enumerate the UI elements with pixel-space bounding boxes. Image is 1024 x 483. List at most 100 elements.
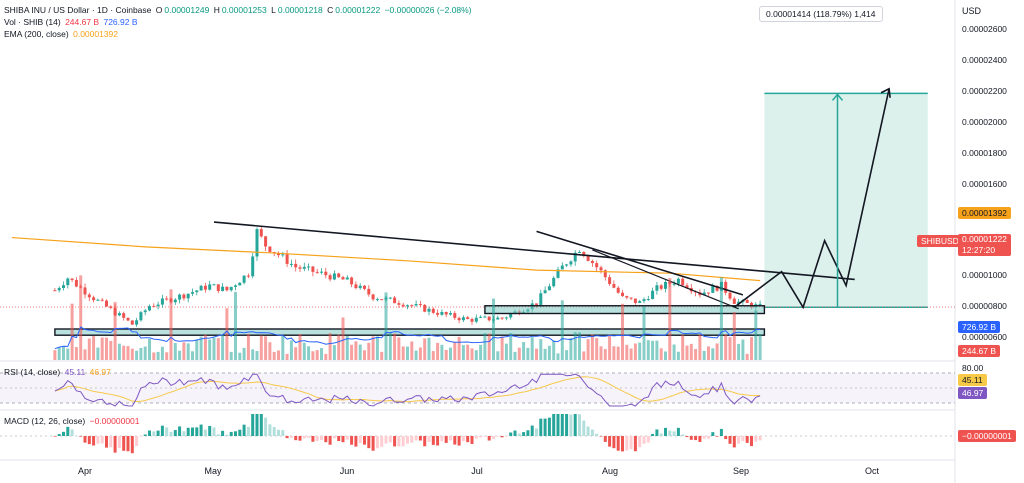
- month-label: Oct: [864, 466, 880, 476]
- macd-histogram-bar: [629, 436, 633, 450]
- macd-histogram-bar: [595, 433, 599, 436]
- rsi-ma-line: [54, 376, 761, 403]
- rsi-tag: 46.97: [958, 387, 988, 399]
- volume-bar: [504, 343, 508, 360]
- support-zone: [484, 305, 766, 315]
- macd-histogram-bar: [363, 436, 366, 445]
- candle-body: [255, 229, 259, 257]
- macd-histogram-bar: [388, 436, 392, 443]
- volume-bar: [728, 337, 732, 360]
- candle-body: [552, 277, 556, 287]
- macd-histogram-bar: [556, 414, 560, 436]
- macd-histogram-bar: [440, 436, 444, 442]
- volume-bar: [135, 350, 139, 360]
- macd-histogram-bar: [281, 430, 285, 436]
- volume-bar: [186, 343, 190, 360]
- macd-histogram-bar: [307, 436, 311, 438]
- macd-histogram-bar: [109, 436, 113, 448]
- volume-bar: [165, 352, 169, 360]
- candle-body: [324, 271, 328, 276]
- candle-body: [242, 275, 246, 283]
- candle-body: [724, 281, 728, 293]
- volume-bar: [745, 353, 749, 360]
- macd-histogram-bar: [384, 436, 388, 444]
- candle-body: [664, 281, 667, 289]
- volume-bar: [363, 350, 366, 360]
- macd-histogram-bar: [285, 436, 289, 439]
- candle-body: [350, 277, 354, 285]
- candle-body: [642, 299, 646, 302]
- macd-histogram-bar: [423, 436, 427, 447]
- countdown: 12:27:20: [962, 245, 996, 255]
- candle-body: [732, 298, 736, 304]
- volume-bar: [702, 350, 706, 360]
- macd-histogram-bar: [504, 436, 508, 437]
- volume-bar: [70, 303, 74, 360]
- volume-bar: [685, 345, 689, 360]
- candle-body: [556, 269, 560, 278]
- month-label: May: [204, 466, 222, 476]
- candle-body: [427, 308, 431, 312]
- candle-body: [285, 254, 289, 264]
- candle-body: [633, 298, 637, 303]
- volume-bar: [375, 336, 379, 360]
- open-label: O: [155, 5, 163, 15]
- volume-bar: [444, 349, 448, 360]
- macd-tag: −0.00000001: [958, 430, 1016, 442]
- volume-bar: [621, 303, 624, 360]
- volume-bar: [642, 306, 646, 360]
- volume-bar: [487, 333, 491, 360]
- candle-body: [500, 317, 504, 319]
- volume-bar: [66, 348, 70, 360]
- candle-body: [453, 313, 457, 318]
- volume-bar: [513, 351, 517, 360]
- macd-histogram-bar: [758, 436, 762, 441]
- macd-histogram-bar: [715, 436, 719, 437]
- candle-body: [70, 278, 74, 281]
- volume-ma-tag: 726.92 B: [958, 321, 1001, 333]
- macd-histogram-bar: [582, 420, 586, 436]
- candle-body: [135, 320, 139, 325]
- macd-histogram-bar: [707, 436, 710, 439]
- candle-body: [87, 294, 91, 298]
- month-label: Aug: [601, 466, 619, 476]
- low-label: L: [271, 5, 276, 15]
- macd-histogram-bar: [702, 436, 706, 439]
- descending-trendline: [213, 221, 855, 281]
- macd-histogram-bar: [380, 436, 384, 447]
- macd-histogram-bar: [238, 429, 242, 436]
- volume-bar: [715, 343, 719, 360]
- volume-bar: [526, 347, 530, 360]
- volume-bar: [406, 346, 409, 360]
- candle-body: [62, 285, 65, 289]
- macd-histogram-bar: [492, 436, 495, 439]
- volume-bar: [599, 346, 603, 360]
- candle-body: [431, 308, 435, 313]
- macd-histogram-bar: [212, 427, 216, 436]
- macd-histogram-bar: [664, 427, 667, 436]
- macd-histogram-bar: [745, 436, 749, 443]
- macd-histogram-bar: [225, 434, 229, 436]
- projection-path: [733, 88, 890, 310]
- macd-histogram-bar: [474, 436, 478, 439]
- macd-histogram-bar: [483, 436, 487, 437]
- volume-bar: [560, 300, 564, 360]
- macd-histogram-bar: [427, 436, 431, 442]
- volume-value: 244.67 B: [65, 17, 100, 27]
- candle-body: [410, 305, 414, 307]
- volume-bar: [96, 347, 100, 360]
- volume-bar: [595, 338, 599, 360]
- candle-body: [487, 316, 491, 321]
- candle-body: [672, 283, 676, 285]
- candle-body: [259, 229, 263, 237]
- price-tick: 0.00000600: [962, 332, 1007, 342]
- candle-body: [436, 312, 440, 315]
- macd-histogram-bar: [659, 433, 663, 436]
- volume-bar: [79, 275, 83, 360]
- candle-body: [496, 317, 500, 320]
- volume-bar: [272, 351, 276, 360]
- candle-body: [156, 304, 160, 307]
- candle-body: [66, 278, 70, 286]
